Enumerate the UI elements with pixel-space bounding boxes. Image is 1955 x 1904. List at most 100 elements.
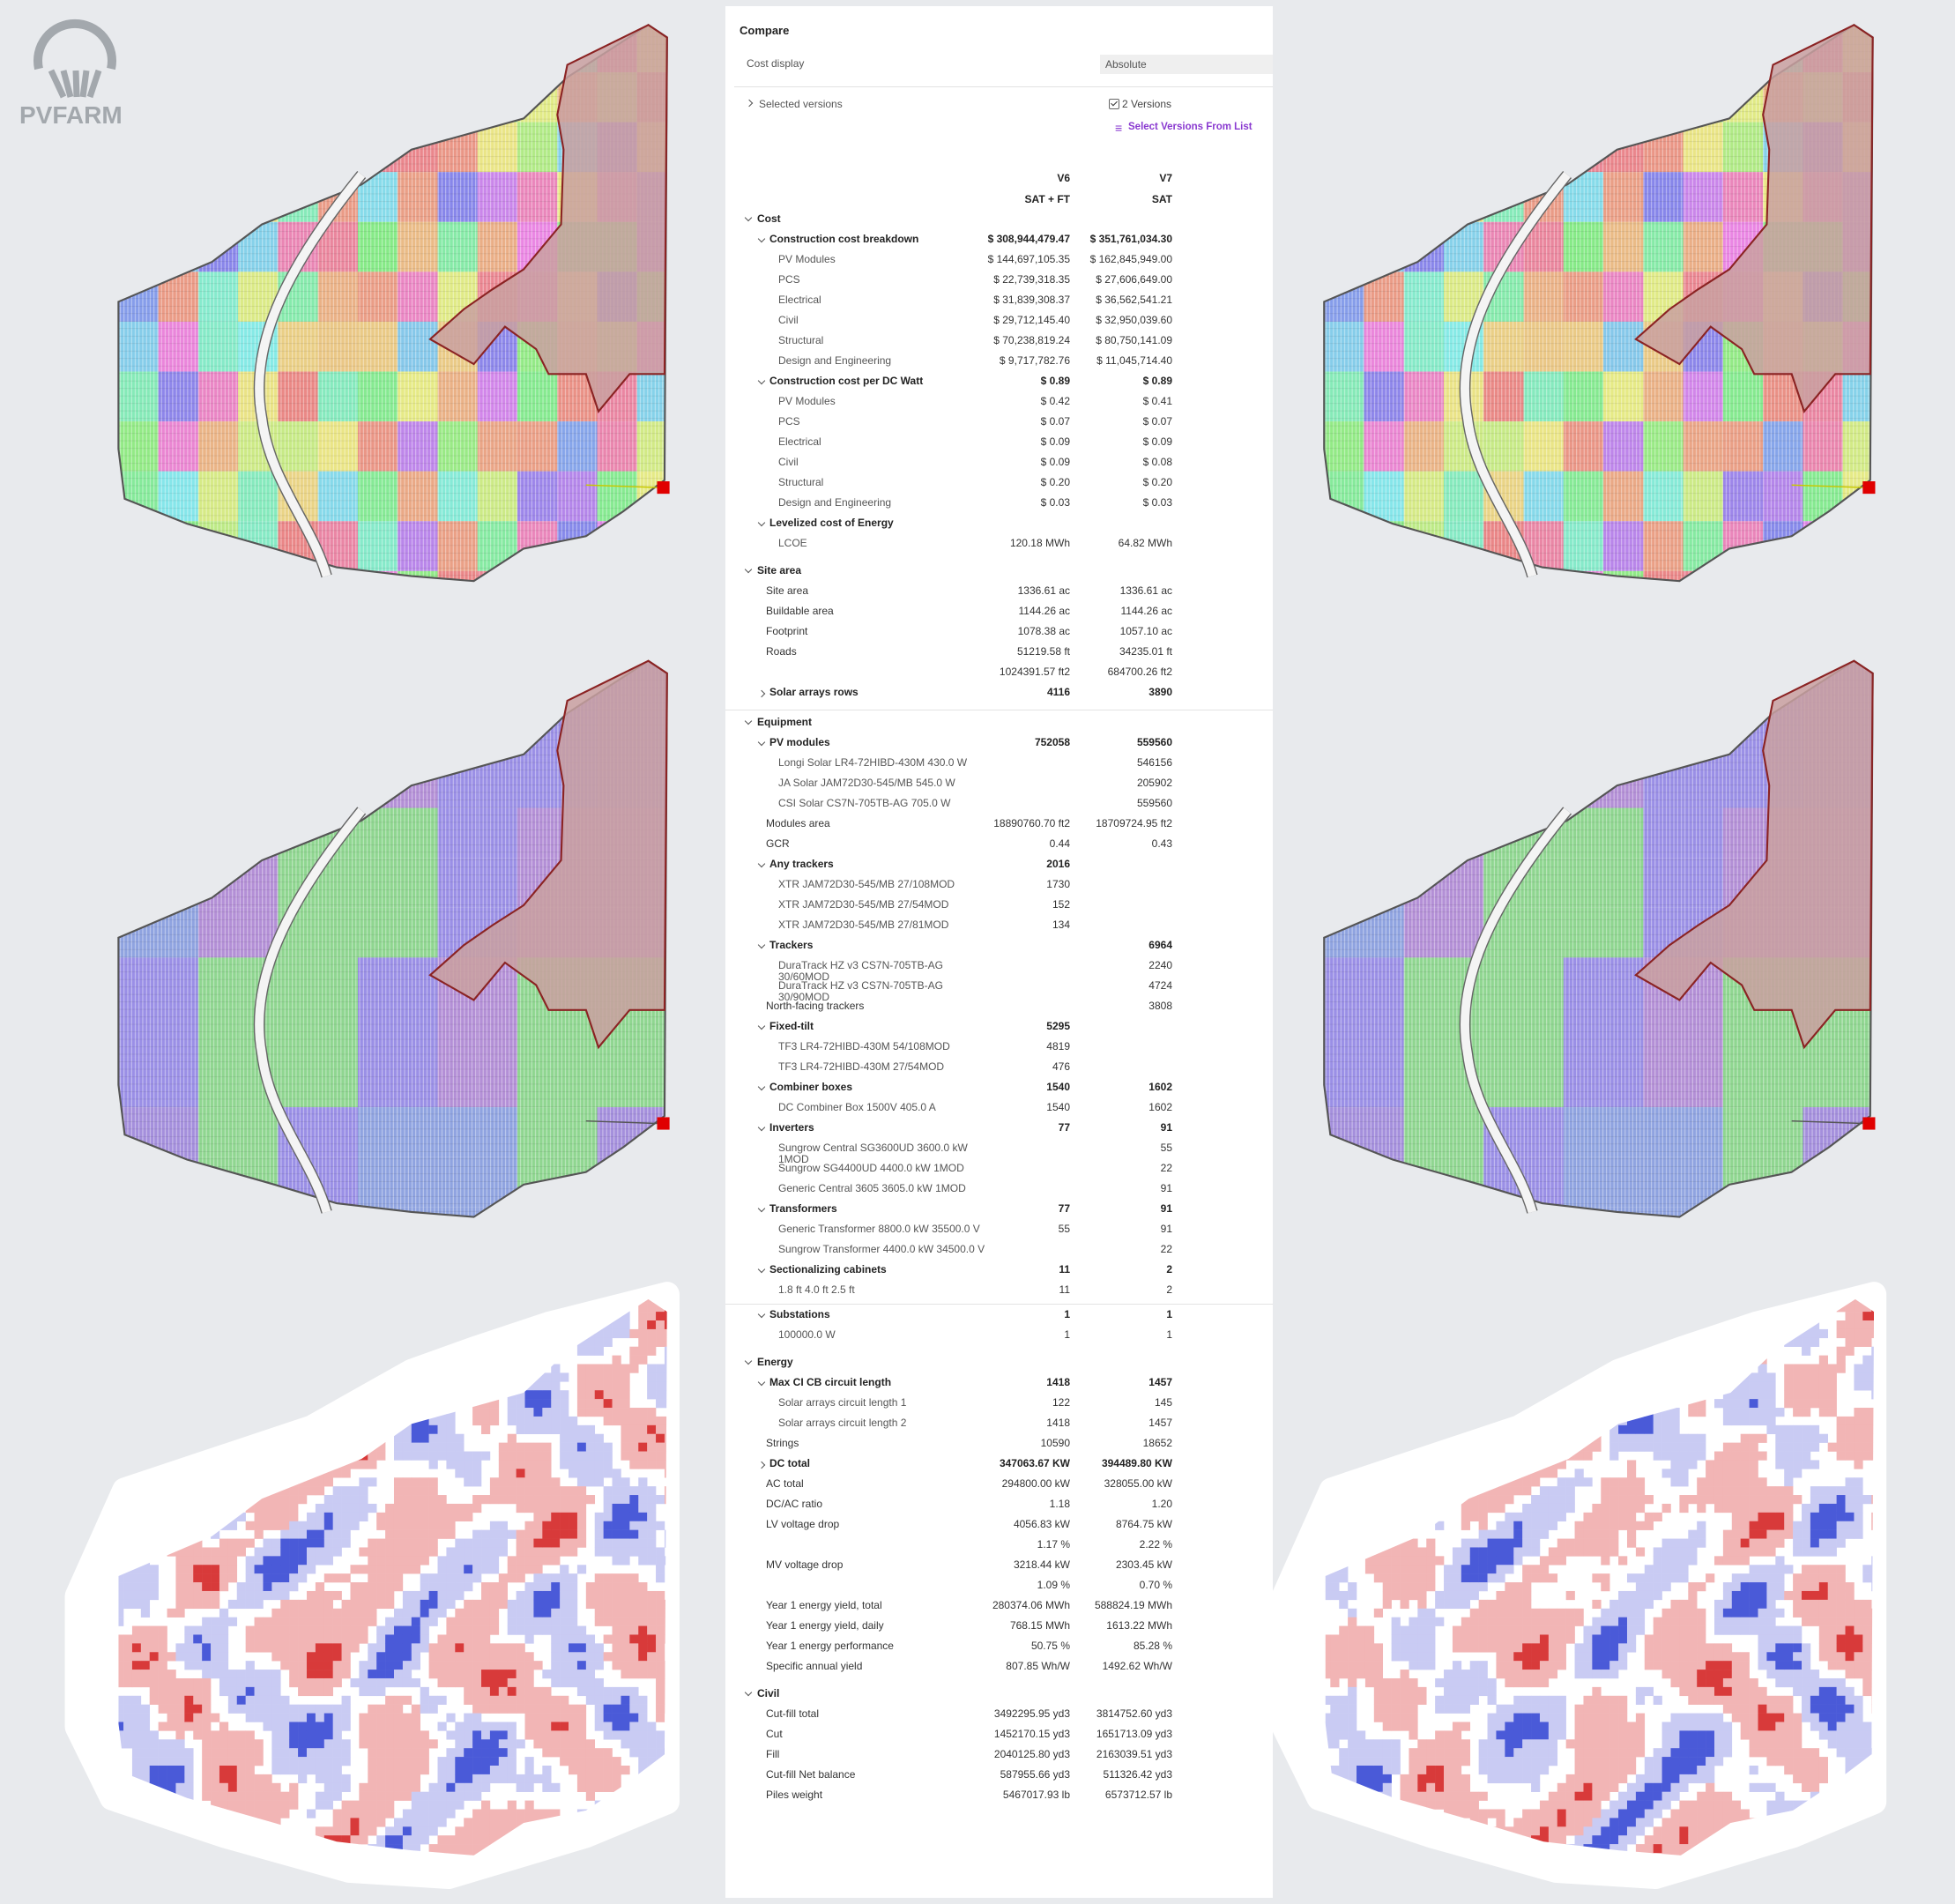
heat-cell	[263, 1713, 272, 1722]
heat-cell	[585, 1477, 596, 1487]
heat-cell	[489, 1486, 500, 1496]
heat-cell	[149, 1582, 159, 1592]
heat-cell	[1417, 1328, 1427, 1339]
heat-cell	[368, 1312, 377, 1321]
heat-cell	[306, 1677, 316, 1688]
heat-cell	[420, 1686, 429, 1697]
heat-cell	[368, 1757, 377, 1766]
block	[158, 72, 198, 123]
heat-cell	[254, 1748, 264, 1758]
heat-cell	[481, 1704, 491, 1714]
heat-cell	[464, 1565, 473, 1574]
block	[278, 570, 318, 582]
heat-cell	[455, 1565, 465, 1574]
heat-cell	[594, 1704, 604, 1714]
heat-cell	[560, 1486, 569, 1496]
heat-cell	[1496, 1298, 1505, 1304]
heat-cell	[1426, 1643, 1436, 1653]
heat-cell	[359, 1782, 368, 1792]
heat-cell	[629, 1538, 639, 1548]
heat-cell	[1505, 1547, 1514, 1557]
heat-cell	[402, 1565, 413, 1574]
heat-cell	[211, 1800, 220, 1810]
heat-cell	[167, 1765, 176, 1775]
heat-cell	[1330, 1643, 1340, 1653]
heat-cell	[1452, 1312, 1462, 1321]
heat-cell	[1400, 1782, 1409, 1792]
heat-cell	[516, 1661, 525, 1670]
heat-cell	[489, 1818, 500, 1827]
heat-cell	[211, 1390, 220, 1400]
heat-cell	[576, 1774, 587, 1784]
heat-cell	[298, 1713, 308, 1722]
heat-cell	[489, 1835, 500, 1845]
heat-cell	[140, 1739, 151, 1749]
heat-cell	[1444, 1320, 1453, 1330]
heat-cell	[254, 1774, 264, 1784]
heat-cell	[1531, 1337, 1541, 1347]
block	[1324, 570, 1364, 582]
heat-cell	[1373, 1451, 1384, 1461]
heat-cell	[219, 1670, 229, 1679]
heat-cell	[560, 1625, 569, 1635]
heat-cell	[175, 1844, 185, 1854]
heat-cell	[368, 1652, 377, 1662]
heat-cell	[211, 1599, 220, 1610]
heat-cell	[1382, 1364, 1392, 1373]
heat-cell	[1496, 1303, 1505, 1313]
heat-cell	[149, 1695, 159, 1705]
block	[197, 122, 239, 173]
heat-cell	[603, 1337, 613, 1347]
heat-cell	[560, 1730, 569, 1740]
heat-cell	[524, 1757, 534, 1766]
heat-cell	[323, 1791, 333, 1801]
heat-cell	[1400, 1538, 1409, 1548]
block	[317, 660, 358, 709]
heat-cell	[1391, 1381, 1401, 1391]
heat-cell	[664, 1328, 667, 1339]
heat-cell	[1435, 1748, 1445, 1758]
heat-cell	[376, 1670, 386, 1679]
heat-cell	[393, 1442, 404, 1452]
heat-cell	[647, 1416, 657, 1426]
heat-cell	[411, 1739, 420, 1749]
heat-cell	[184, 1634, 194, 1644]
heat-cell	[585, 1599, 596, 1610]
heat-cell	[647, 1390, 657, 1400]
heat-cell	[1364, 1424, 1375, 1435]
heat-cell	[1417, 1424, 1427, 1435]
heat-cell	[1364, 1748, 1375, 1758]
heat-cell	[167, 1346, 176, 1356]
heat-cell	[359, 1722, 368, 1731]
site-map	[117, 24, 670, 583]
heat-cell	[149, 1757, 159, 1766]
heat-cell	[236, 1312, 246, 1321]
heat-cell	[1469, 1408, 1479, 1417]
block	[1403, 72, 1445, 123]
heat-cell	[140, 1670, 151, 1679]
heat-cell	[516, 1704, 525, 1714]
heat-cell	[603, 1713, 613, 1722]
heat-cell	[411, 1328, 420, 1339]
heat-cell	[1382, 1722, 1392, 1731]
heat-cell	[1478, 1512, 1488, 1522]
heat-cell	[560, 1399, 569, 1409]
heat-cell	[1339, 1704, 1349, 1714]
heat-cell	[1348, 1582, 1357, 1592]
heat-cell	[402, 1328, 413, 1339]
heat-cell	[118, 1424, 124, 1435]
heat-cell	[393, 1757, 404, 1766]
heat-cell	[271, 1364, 281, 1373]
heat-cell	[647, 1495, 657, 1505]
heat-cell	[1531, 1364, 1541, 1373]
block	[398, 25, 438, 73]
heat-cell	[184, 1661, 194, 1670]
heat-cell	[376, 1364, 386, 1373]
heat-cell	[481, 1835, 491, 1845]
heat-cell	[428, 1599, 438, 1610]
heat-cell	[227, 1355, 238, 1365]
block	[238, 758, 279, 808]
heat-cell	[498, 1451, 509, 1461]
heat-cell	[524, 1408, 534, 1417]
heat-cell	[638, 1853, 648, 1856]
